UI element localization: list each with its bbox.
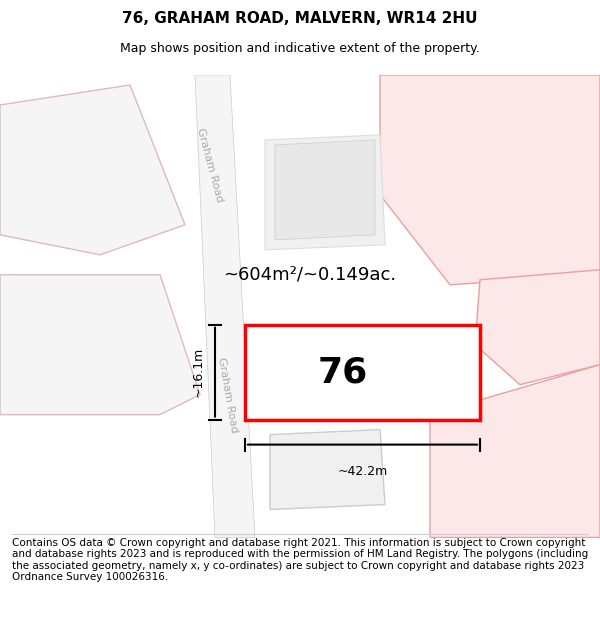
Text: Contains OS data © Crown copyright and database right 2021. This information is : Contains OS data © Crown copyright and d… [12, 538, 588, 582]
Polygon shape [195, 75, 255, 538]
Polygon shape [270, 429, 385, 509]
Text: ~16.1m: ~16.1m [192, 347, 205, 398]
Polygon shape [275, 140, 375, 240]
Polygon shape [475, 270, 600, 384]
Polygon shape [0, 85, 185, 255]
Polygon shape [0, 275, 200, 414]
Bar [245, 325, 480, 419]
Text: 76, GRAHAM ROAD, MALVERN, WR14 2HU: 76, GRAHAM ROAD, MALVERN, WR14 2HU [122, 11, 478, 26]
Text: 76: 76 [317, 355, 368, 389]
Polygon shape [430, 364, 600, 538]
Text: Map shows position and indicative extent of the property.: Map shows position and indicative extent… [120, 42, 480, 55]
Text: ~604m²/~0.149ac.: ~604m²/~0.149ac. [223, 266, 397, 284]
Text: Graham Road: Graham Road [217, 356, 239, 433]
Polygon shape [380, 75, 600, 285]
Text: ~42.2m: ~42.2m [337, 464, 388, 478]
Polygon shape [265, 135, 385, 250]
Text: Graham Road: Graham Road [195, 127, 225, 203]
